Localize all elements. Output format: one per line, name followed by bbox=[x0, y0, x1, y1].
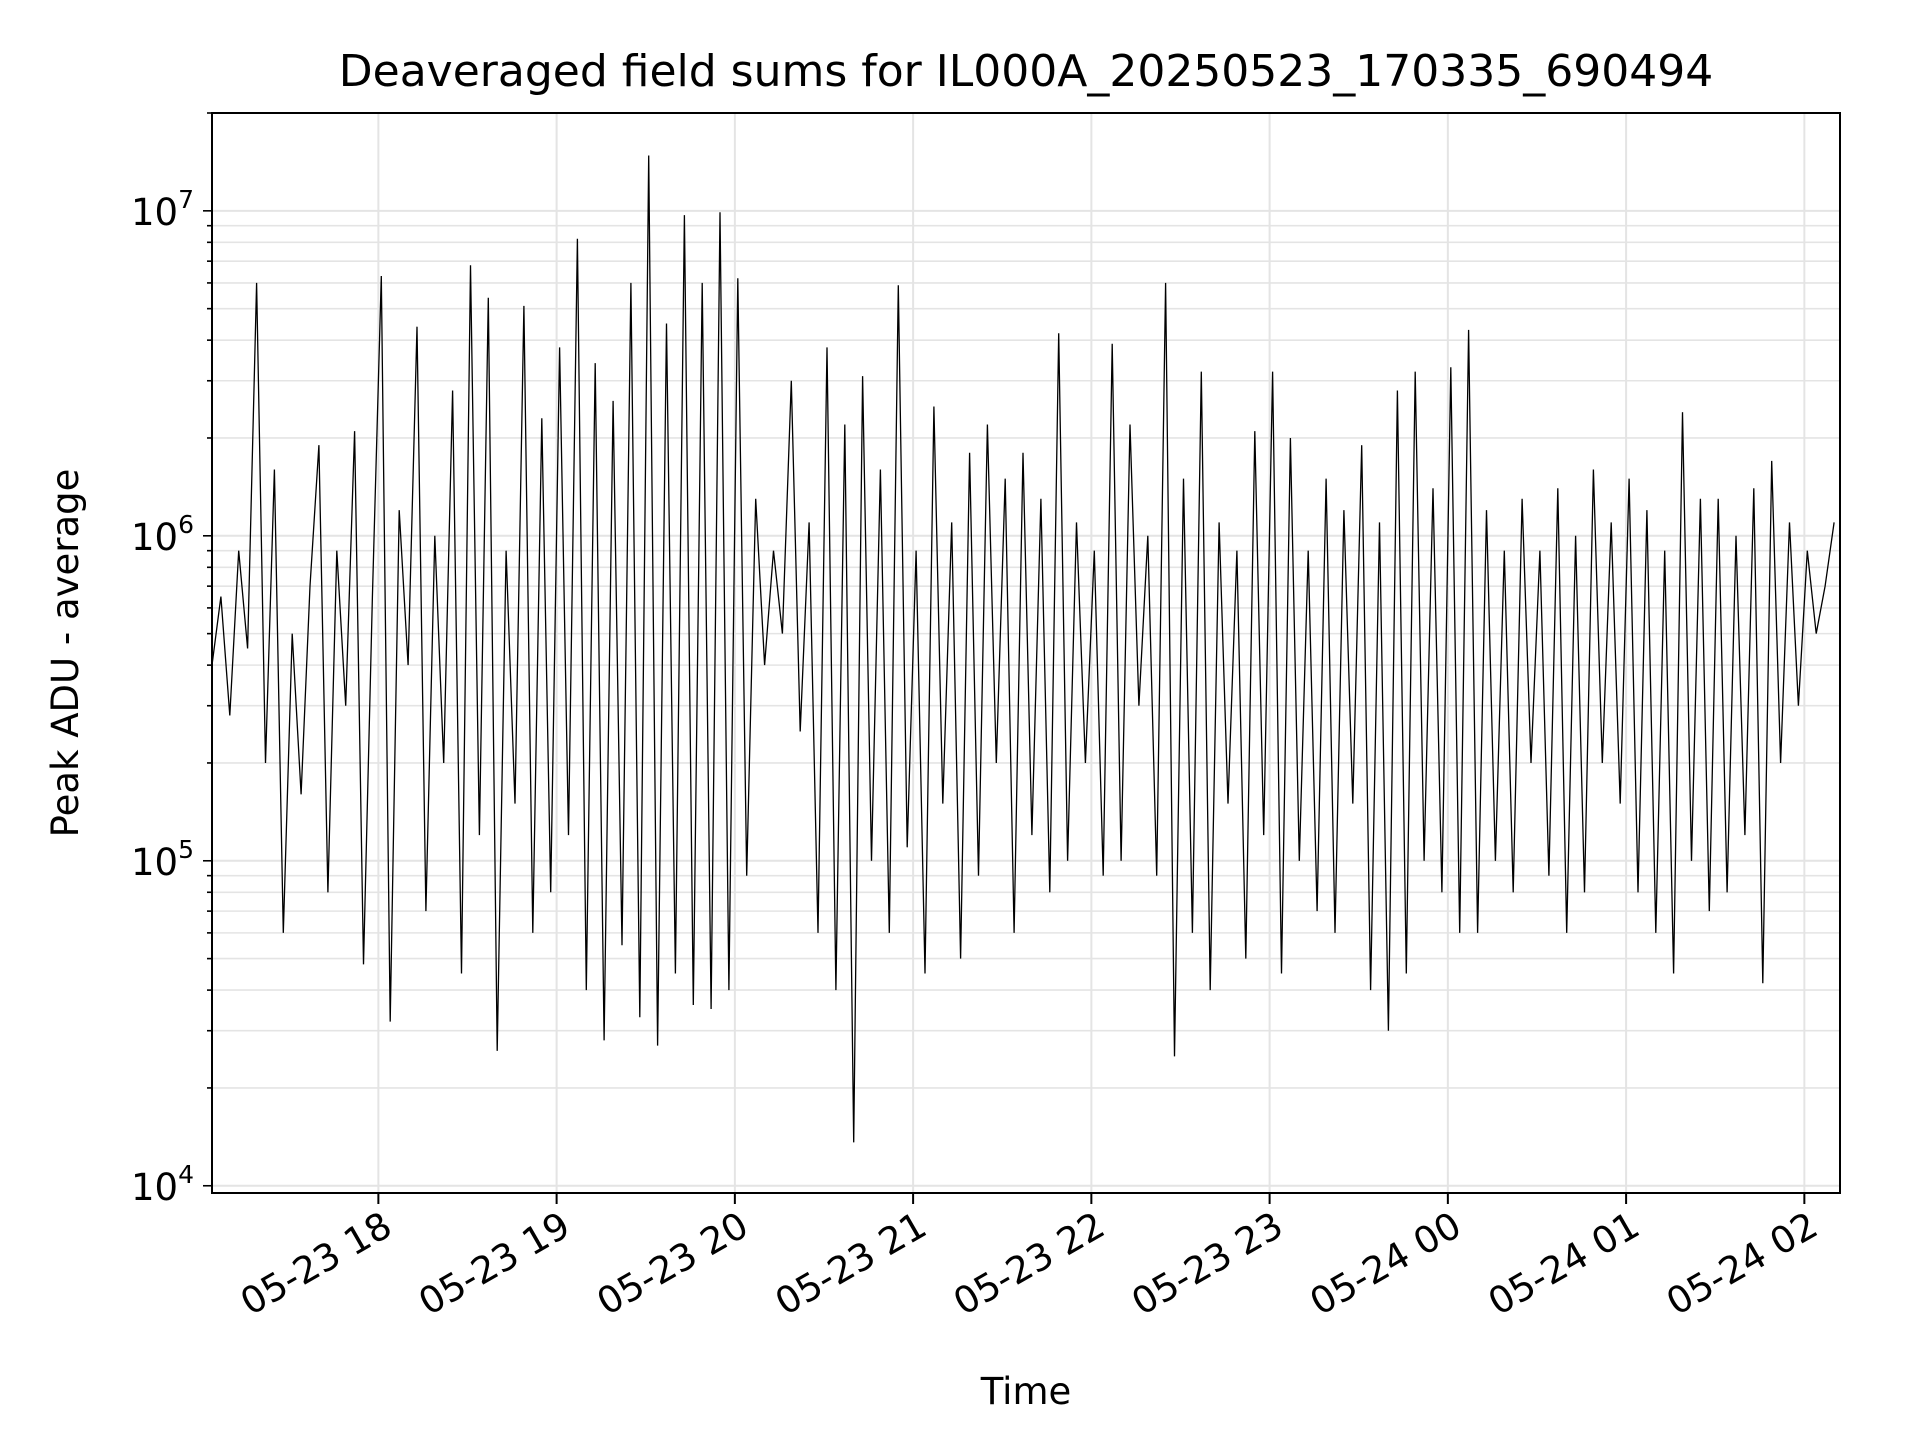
y-axis: 104 105 106 107 bbox=[131, 112, 212, 1209]
series-polyline bbox=[211, 155, 1835, 1143]
y-axis-label: Peak ADU - average bbox=[44, 469, 87, 838]
chart-title: Deaveraged field sums for IL000A_2025052… bbox=[339, 46, 1713, 97]
series-line bbox=[211, 155, 1835, 1143]
y-tick-label: 104 bbox=[131, 1160, 194, 1209]
grid bbox=[212, 112, 1840, 1193]
plot-frame bbox=[211, 112, 1841, 1194]
x-axis-label: Time bbox=[980, 1370, 1072, 1413]
y-tick-label: 106 bbox=[131, 510, 194, 559]
y-tick-label: 105 bbox=[131, 835, 194, 884]
y-tick-label: 107 bbox=[131, 185, 194, 234]
